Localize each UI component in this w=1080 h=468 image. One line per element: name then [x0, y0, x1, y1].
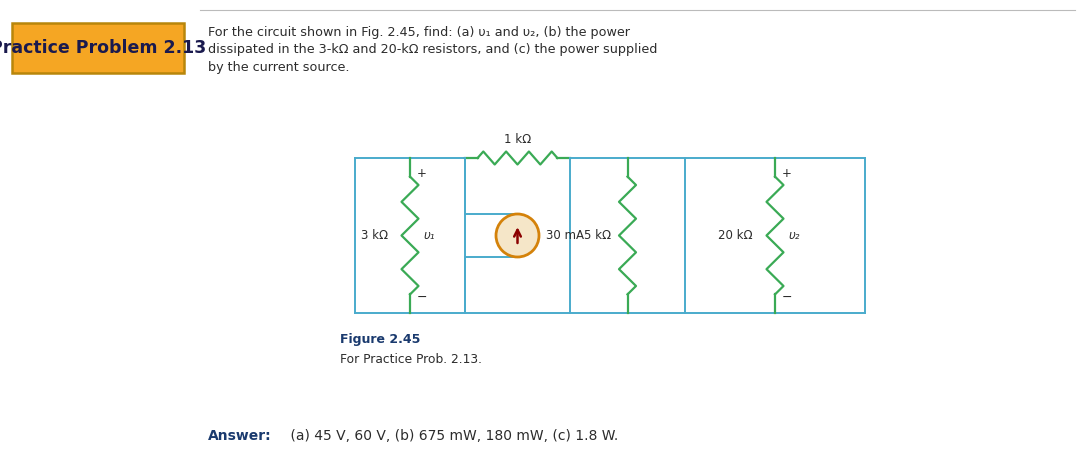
Text: 30 mA: 30 mA: [546, 229, 584, 242]
Text: −: −: [417, 291, 428, 304]
Text: 20 kΩ: 20 kΩ: [718, 229, 753, 242]
Text: −: −: [782, 291, 793, 304]
Text: υ₂: υ₂: [789, 229, 800, 242]
Text: Figure 2.45: Figure 2.45: [340, 333, 420, 346]
Text: For Practice Prob. 2.13.: For Practice Prob. 2.13.: [340, 353, 482, 366]
Text: 5 kΩ: 5 kΩ: [584, 229, 611, 242]
Text: For the circuit shown in Fig. 2.45, find: (a) υ₁ and υ₂, (b) the power: For the circuit shown in Fig. 2.45, find…: [208, 26, 630, 39]
Text: +: +: [782, 168, 792, 181]
FancyBboxPatch shape: [12, 23, 184, 73]
Text: Practice Problem 2.13: Practice Problem 2.13: [0, 39, 206, 57]
Text: dissipated in the 3-kΩ and 20-kΩ resistors, and (c) the power supplied: dissipated in the 3-kΩ and 20-kΩ resisto…: [208, 44, 658, 57]
Text: by the current source.: by the current source.: [208, 61, 350, 74]
Text: (a) 45 V, 60 V, (b) 675 mW, 180 mW, (c) 1.8 W.: (a) 45 V, 60 V, (b) 675 mW, 180 mW, (c) …: [286, 429, 618, 443]
Text: +: +: [417, 168, 427, 181]
Circle shape: [496, 214, 539, 257]
Text: Answer:: Answer:: [208, 429, 272, 443]
Text: 3 kΩ: 3 kΩ: [361, 229, 388, 242]
Text: υ₁: υ₁: [424, 229, 435, 242]
Text: 1 kΩ: 1 kΩ: [504, 133, 531, 146]
